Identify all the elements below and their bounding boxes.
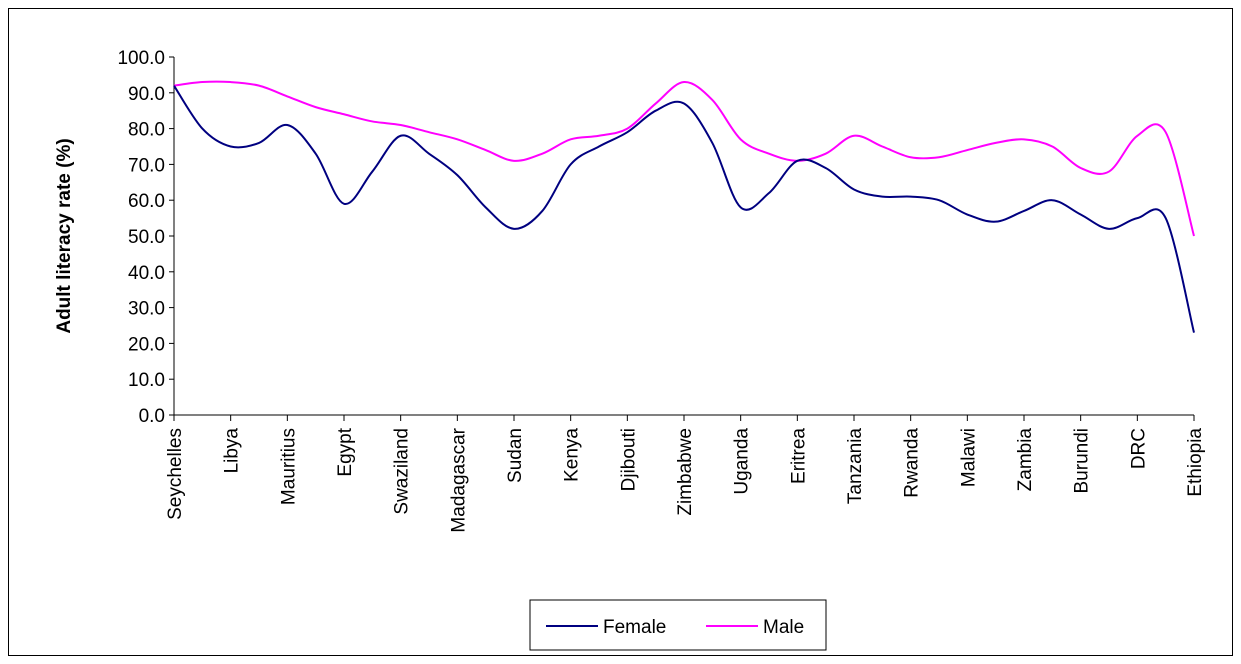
x-tick-label: Swaziland <box>392 428 413 515</box>
x-tick-label: Rwanda <box>902 428 923 498</box>
legend-label-male: Male <box>763 617 804 638</box>
x-tick-label: Djibouti <box>618 428 639 491</box>
y-tick-label: 100.0 <box>117 48 165 69</box>
x-tick-label: Burundi <box>1072 428 1093 494</box>
y-tick-label: 0.0 <box>139 406 165 427</box>
series-layer <box>173 80 1195 333</box>
x-tick-label: Malawi <box>958 428 979 487</box>
y-tick-label: 10.0 <box>128 370 165 391</box>
x-tick-label: Sudan <box>505 428 526 483</box>
y-tick-label: 60.0 <box>128 191 165 212</box>
legend: Female Male <box>529 599 827 651</box>
y-tick-label: 40.0 <box>128 263 165 284</box>
x-tick-label: Kenya <box>562 428 583 482</box>
x-tick-label: Egypt <box>335 427 356 476</box>
y-tick-label: 50.0 <box>128 227 165 248</box>
x-tick-label: Libya <box>222 428 243 474</box>
x-tick-label: Uganda <box>732 428 753 495</box>
legend-label-female: Female <box>603 617 666 638</box>
x-tick-label: Zambia <box>1015 428 1036 492</box>
x-tick-label: Mauritius <box>278 428 299 505</box>
chart-frame <box>8 8 1233 656</box>
series-line-female <box>173 85 1195 333</box>
y-tick-label: 30.0 <box>128 299 165 320</box>
y-tick-label: 80.0 <box>128 120 165 141</box>
x-tick-label: Madagascar <box>448 427 469 532</box>
x-axis: Seychelles Libya Mauritius Egypt Swaziland Ma… <box>165 414 1206 533</box>
y-tick-label: 70.0 <box>128 155 165 176</box>
x-tick-label: Zimbabwe <box>675 428 696 516</box>
x-tick-label: Tanzania <box>845 428 866 504</box>
y-axis: 0.0 10.0 20.0 30.0 40.0 50.0 60.0 70.0 80.0 90.0 1… <box>117 48 175 427</box>
y-axis-title: Adult literacy rate (%) <box>54 138 75 333</box>
y-tick-label: 90.0 <box>128 84 165 105</box>
x-tick-label: DRC <box>1128 428 1149 469</box>
series-line-male <box>173 80 1195 237</box>
y-tick-label: 20.0 <box>128 334 165 355</box>
x-tick-label: Eritrea <box>788 428 809 484</box>
x-tick-label: Ethiopia <box>1185 428 1206 497</box>
x-tick-label: Seychelles <box>165 428 186 520</box>
